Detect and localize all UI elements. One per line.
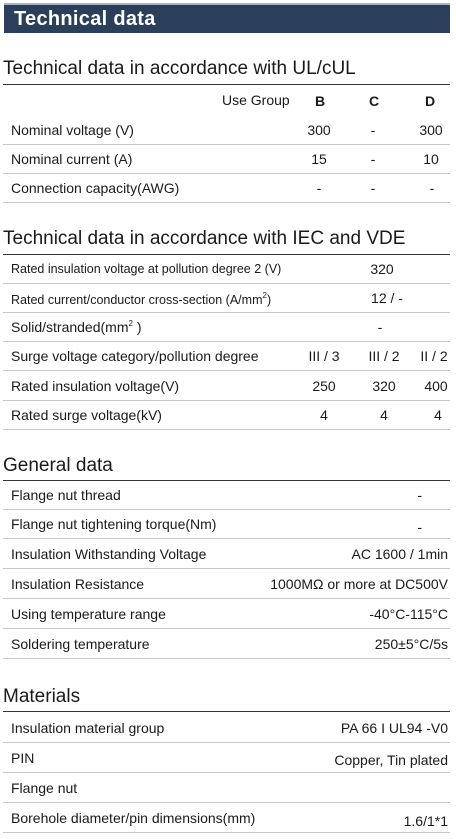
row-label: Flange nut tightening torque(Nm) [11,516,217,532]
row-label: Rated current/conductor cross-section (A… [11,291,272,307]
row-value: Copper, Tin plated [334,752,448,768]
general-section-title: General data [3,455,113,476]
table-row: Soldering temperature 250±5°C/5s [3,630,450,659]
table-row: Nominal voltage (V) 300 - 300 [3,116,450,145]
row-value: 250 [312,378,336,394]
row-value: 320 [372,378,396,394]
row-value: - [316,180,322,196]
row-value: -40°C-115°C [369,606,448,622]
group-b-header: B [315,93,326,109]
row-label: Rated insulation voltage at pollution de… [11,262,282,276]
materials-section-title: Materials [3,686,81,707]
row-label: Rated surge voltage(kV) [11,407,162,423]
row-label: Rated insulation voltage(V) [11,378,180,394]
row-value: - [377,319,383,335]
row-value: 300 [307,122,331,138]
table-row: Rated insulation voltage(V) 250 320 400 [3,372,450,401]
row-label: Soldering temperature [11,636,150,652]
row-value: - [370,180,376,196]
row-label: Surge voltage category/pollution degree [11,348,259,364]
table-row: Rated insulation voltage at pollution de… [3,255,450,284]
row-value: 4 [434,407,442,423]
row-label: Nominal voltage (V) [11,122,134,138]
row-label: Flange nut [11,780,78,796]
section-divider [3,84,450,85]
row-value: - [417,519,422,535]
page-title: Technical data [14,8,156,30]
table-row: Borehole diameter/pin dimensions(mm) 1.6… [3,804,450,833]
row-label: Connection capacity(AWG) [11,180,180,196]
row-label: Flange nut thread [11,487,121,503]
section-divider [3,480,450,481]
row-value: III / 2 [368,348,400,364]
section-divider [3,254,450,255]
row-label: PIN [11,750,35,766]
table-row: Insulation Withstanding Voltage AC 1600 … [3,540,450,569]
table-row: Connection capacity(AWG) - - - [3,174,450,203]
row-value: 10 [423,151,439,167]
table-row: Surge voltage category/pollution degree … [3,342,450,371]
row-value: II / 2 [420,348,448,364]
row-value: - [429,180,435,196]
row-value: 4 [320,407,328,423]
table-row: Rated current/conductor cross-section (A… [3,284,450,313]
row-label: Insulation Resistance [11,576,145,592]
row-value: 1.6/1*1 [403,813,448,829]
row-value: 15 [311,151,327,167]
table-row: Flange nut tightening torque(Nm) - [3,510,450,539]
row-value: 4 [380,407,388,423]
header-banner: Technical data [4,3,450,33]
row-value: 320 [370,261,394,277]
table-row: Solid/stranded(mm2 ) - [3,313,450,342]
row-value: 400 [424,378,448,394]
table-row: Insulation material group PA 66 I UL94 -… [3,714,450,743]
ul-header-row: Use Group B C D [3,86,450,115]
table-row: Using temperature range -40°C-115°C [3,600,450,629]
table-row: PIN Copper, Tin plated [3,744,450,773]
table-row: Rated surge voltage(kV) 4 4 4 [3,401,450,430]
use-group-label: Use Group [222,92,290,108]
row-value: AC 1600 / 1min [351,546,449,562]
row-value: PA 66 I UL94 -V0 [340,720,448,736]
iec-section-title: Technical data in accordance with IEC an… [3,228,406,249]
table-row: Flange nut [3,774,450,803]
row-label: Borehole diameter/pin dimensions(mm) [11,810,256,826]
row-value: III / 3 [308,348,340,364]
group-c-header: C [369,93,380,109]
row-value: 12 / - [371,290,403,306]
row-label: Solid/stranded(mm2 ) [11,319,142,335]
table-row: Flange nut thread - [3,481,450,510]
ul-section-title: Technical data in accordance with UL/cUL [3,58,356,79]
row-label: Nominal current (A) [11,151,133,167]
table-row: Nominal current (A) 15 - 10 [3,145,450,174]
section-divider [3,711,450,712]
row-value: 250±5°C/5s [374,636,448,652]
table-row: Insulation Resistance 1000MΩ or more at … [3,570,450,599]
row-label: Insulation Withstanding Voltage [11,546,207,562]
row-value: - [370,122,376,138]
row-label: Using temperature range [11,606,166,622]
group-d-header: D [425,93,436,109]
row-value: 300 [419,122,443,138]
row-value: 1000MΩ or more at DC500V [270,576,448,592]
row-label: Insulation material group [11,720,165,736]
row-value: - [370,151,376,167]
row-value: - [417,487,422,503]
